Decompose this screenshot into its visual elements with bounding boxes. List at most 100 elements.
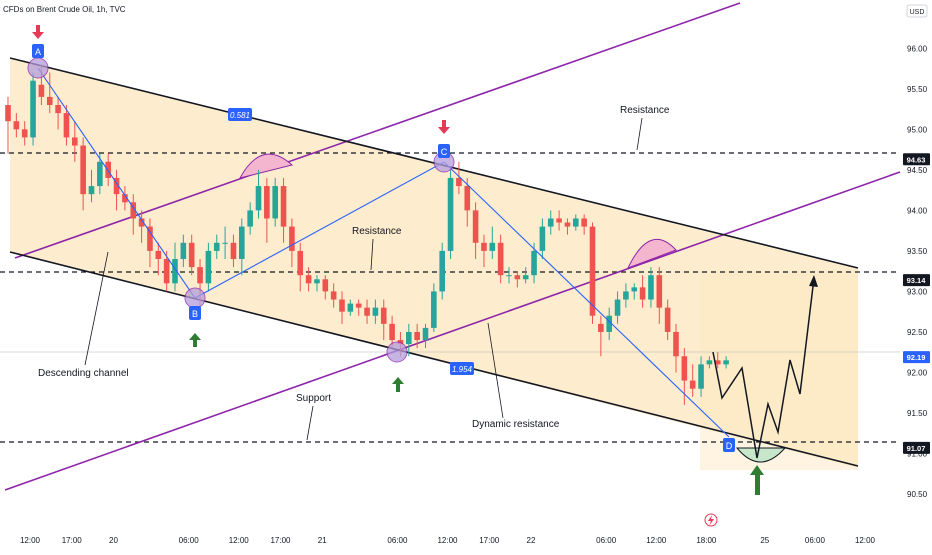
- price-axis[interactable]: 96.00 95.50 95.00 94.50 94.00 93.50 93.00 92.50…: [903, 44, 930, 499]
- candle: [380, 299, 387, 341]
- rejection-arc-1: [239, 153, 294, 179]
- time-tick-label: 06:00: [179, 536, 200, 545]
- candle-body: [97, 161, 103, 187]
- price-tick-label: 95.00: [907, 125, 928, 134]
- candle-body: [364, 307, 370, 316]
- candle-body: [556, 218, 562, 223]
- candle-body: [155, 250, 162, 260]
- candle: [147, 218, 153, 268]
- candle: [372, 299, 379, 324]
- price-tick-label: 90.50: [907, 490, 928, 499]
- candle: [689, 364, 696, 397]
- candle-body: [339, 299, 345, 312]
- candle-body: [355, 303, 362, 308]
- candle: [656, 267, 663, 324]
- current-price-tag: [903, 351, 930, 364]
- candle: [723, 356, 729, 369]
- svg-text:B: B: [192, 309, 198, 319]
- fib-ratio-label: 0.581: [228, 108, 252, 121]
- support-annotation: Support: [296, 393, 331, 404]
- candle-body: [514, 275, 521, 280]
- level-price-tag: [903, 153, 930, 166]
- candle-body: [389, 323, 395, 341]
- pivot-circle-a: [27, 57, 49, 79]
- time-tick-label: 06:00: [596, 536, 617, 545]
- candle-body: [322, 279, 329, 292]
- candle-body: [639, 287, 646, 300]
- candle-body: [255, 186, 262, 211]
- candle: [606, 307, 612, 341]
- candle-body: [272, 186, 278, 219]
- candle: [222, 226, 228, 260]
- candle-body: [372, 307, 379, 316]
- candle-body: [648, 275, 654, 300]
- projection-zone-fill: [700, 270, 858, 470]
- candle-body: [247, 210, 253, 227]
- down-arrow-icon: [32, 25, 44, 39]
- candle-body: [347, 303, 354, 312]
- resistance-annotation: Resistance: [352, 226, 402, 237]
- candle-body: [564, 222, 571, 227]
- candle-body: [314, 279, 320, 284]
- candle: [431, 283, 437, 332]
- candle: [681, 348, 688, 405]
- rejection-arc-2: [627, 239, 677, 269]
- time-axis[interactable]: 12:00 17:00 20 06:00 12:00 17:00 21 06:00 12:00 1…: [20, 536, 876, 545]
- down-arrow-icon: [438, 120, 450, 134]
- svg-text:D: D: [726, 441, 733, 451]
- candle: [289, 218, 295, 268]
- up-arrow-icon: [392, 377, 404, 392]
- time-tick-label: 18:00: [696, 536, 717, 545]
- point-d-label: D: [723, 438, 735, 452]
- candle: [255, 169, 262, 219]
- candle: [63, 105, 70, 146]
- lightning-icon[interactable]: [704, 513, 718, 527]
- candle-body: [330, 291, 337, 300]
- candle: [581, 214, 587, 235]
- candle-body: [422, 327, 429, 341]
- candle: [322, 275, 329, 300]
- price-tick-label: 94.50: [907, 166, 928, 175]
- candle: [547, 210, 554, 235]
- candle: [481, 234, 487, 268]
- descending-channel-annotation: Descending channel: [38, 368, 129, 379]
- candle: [673, 323, 679, 373]
- candle-body: [80, 145, 86, 195]
- candle: [698, 356, 704, 397]
- candle: [264, 177, 270, 243]
- candle: [639, 275, 646, 308]
- candle: [113, 169, 120, 211]
- candle-body: [489, 242, 496, 251]
- price-tick-label: 93.00: [907, 287, 928, 296]
- candle: [456, 161, 462, 195]
- svg-text:0.581: 0.581: [230, 111, 250, 120]
- time-tick-label: 17:00: [62, 536, 83, 545]
- candle: [21, 121, 28, 146]
- candle-body: [573, 218, 579, 227]
- candle-body: [113, 177, 120, 195]
- annotation-pointer: [370, 238, 374, 271]
- candle: [247, 202, 253, 235]
- candle: [239, 218, 245, 276]
- price-tick-label: 96.00: [907, 44, 928, 53]
- price-tick-label: 95.50: [907, 85, 928, 94]
- candle-body: [406, 331, 412, 345]
- candle-body: [447, 177, 454, 251]
- time-tick-label: 06:00: [805, 536, 826, 545]
- candle-body: [63, 113, 70, 138]
- time-tick-label: 06:00: [387, 536, 408, 545]
- candle: [506, 267, 512, 284]
- dynamic-resistance-annotation: Dynamic resistance: [472, 419, 560, 430]
- candle: [573, 214, 579, 231]
- candle: [589, 222, 596, 324]
- candle: [347, 299, 354, 316]
- candle-body: [439, 250, 445, 292]
- candle-body: [5, 105, 11, 122]
- candle-body: [30, 80, 36, 138]
- level-price-tag: [903, 441, 930, 454]
- candle: [339, 291, 345, 324]
- purple-trendline-lower: [4, 171, 901, 491]
- candle: [447, 169, 454, 260]
- candle: [130, 194, 137, 235]
